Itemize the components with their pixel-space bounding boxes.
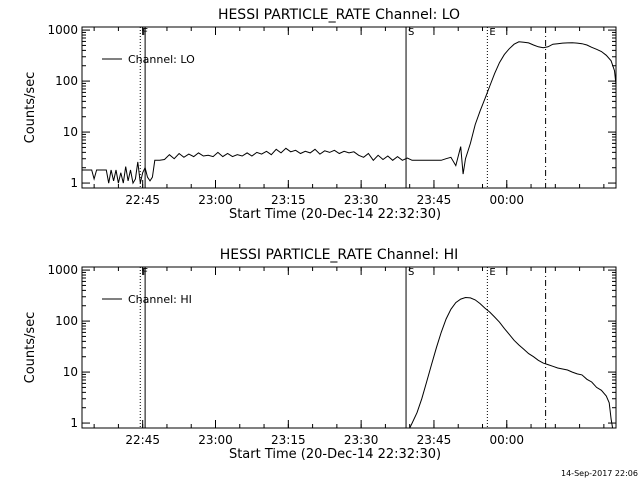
x-tick-label: 23:00	[198, 433, 233, 447]
y-axis-label: Counts/sec	[23, 312, 38, 384]
series-line	[409, 296, 614, 429]
x-tick-label: 23:00	[198, 193, 233, 207]
event-marker-label: E	[489, 27, 495, 38]
event-marker-label: S	[408, 267, 414, 278]
event-marker-label: S	[408, 27, 414, 38]
y-tick-label: 1000	[47, 23, 78, 37]
y-tick-label: 1	[70, 416, 78, 430]
x-tick-label: 23:15	[271, 193, 306, 207]
x-tick-label: 00:00	[489, 433, 524, 447]
chart-panel-hi: HESSI PARTICLE_RATE Channel: HI 1 10 100 100…	[23, 247, 617, 462]
plot-frame	[81, 266, 617, 429]
y-tick-label: 10	[63, 365, 78, 379]
legend-label: Channel: LO	[128, 53, 195, 66]
x-tick-label: 23:15	[271, 433, 306, 447]
footer-timestamp: 14-Sep-2017 22:06	[561, 469, 638, 478]
x-tick-label: 23:45	[417, 193, 452, 207]
x-axis-label: Start Time (20-Dec-14 22:32:30)	[229, 447, 441, 462]
x-tick-label: 23:30	[344, 193, 379, 207]
chart-title: HESSI PARTICLE_RATE Channel: LO	[218, 7, 460, 23]
x-tick-label: 23:45	[417, 433, 452, 447]
x-tick-label: 00:00	[489, 193, 524, 207]
event-marker-label: E	[489, 267, 495, 278]
y-tick-label: 1	[70, 176, 78, 190]
y-tick-label: 100	[55, 314, 78, 328]
chart-title: HESSI PARTICLE_RATE Channel: HI	[220, 247, 458, 263]
y-axis-label: Counts/sec	[23, 72, 38, 144]
x-tick-label: 22:45	[125, 193, 160, 207]
chart-panel-lo: HESSI PARTICLE_RATE Channel: LO 1 10 100 100…	[23, 7, 617, 222]
x-tick-label: 23:30	[344, 433, 379, 447]
series-line	[82, 41, 617, 185]
y-tick-label: 100	[55, 74, 78, 88]
legend-label: Channel: HI	[128, 293, 192, 306]
y-tick-label: 10	[63, 125, 78, 139]
x-tick-label: 22:45	[125, 433, 160, 447]
y-tick-label: 1000	[47, 263, 78, 277]
plot-frame	[81, 26, 617, 189]
x-axis-label: Start Time (20-Dec-14 22:32:30)	[229, 207, 441, 222]
